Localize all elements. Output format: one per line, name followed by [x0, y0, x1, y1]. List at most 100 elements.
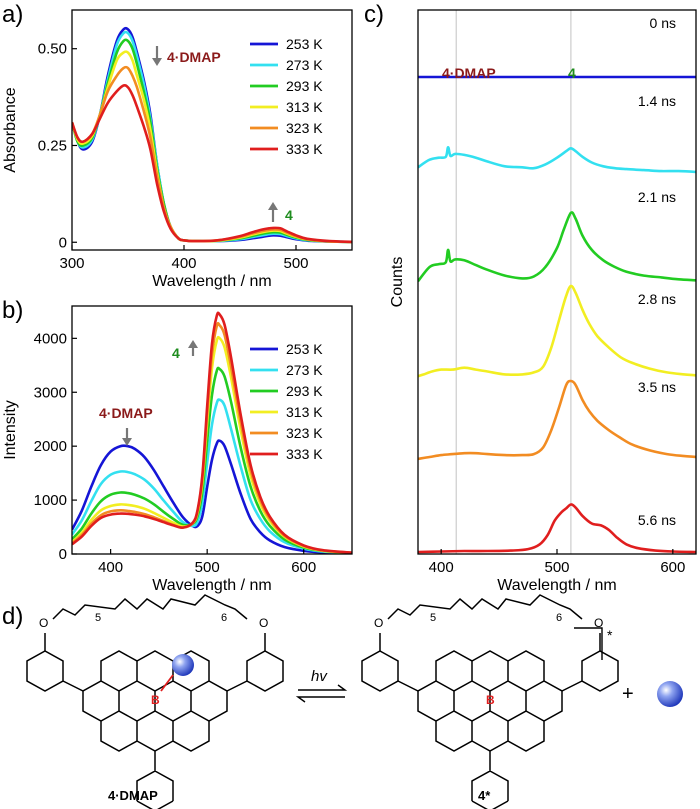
absorbance-chart: 300 400 500 0 0.25 0.50 Wavelength / nm Absorba…	[2, 9, 353, 290]
label-dmap-a: 4·DMAP	[167, 49, 221, 65]
panel-letter-d: d)	[2, 603, 23, 630]
label-dmap-b: 4·DMAP	[99, 405, 153, 421]
x-axis-label: Wavelength / nm	[152, 577, 271, 594]
free-dmap-ball	[657, 681, 683, 707]
x-tick-label: 600	[660, 559, 685, 576]
annotation-b: 4·DMAP 4	[99, 340, 198, 446]
panel-letter-b: b)	[2, 297, 23, 324]
annotation-a: 4·DMAP 4	[152, 46, 293, 223]
y-axis-label: Intensity	[2, 400, 19, 460]
y-tick-label: 0.25	[38, 137, 67, 154]
panel-letter-a: a)	[2, 1, 23, 28]
legend-label: 313 K	[286, 99, 323, 115]
x-axis-label: Wavelength / nm	[152, 273, 271, 290]
y-axis-label: Absorbance	[2, 87, 19, 172]
plus-sign: +	[622, 683, 634, 705]
reaction-scheme: O O 5 6 B 4·DMAP hv O O 5 6 B * 4* +	[26, 594, 683, 809]
trace-28ns	[418, 284, 696, 378]
trace-label: 0 ns	[650, 15, 676, 31]
dmap-ball-left	[172, 654, 194, 676]
arrow-down-b-head	[122, 438, 132, 446]
oxygen-right-2: O	[594, 616, 603, 630]
legend-label: 273 K	[286, 362, 323, 378]
trace-14ns	[418, 145, 696, 174]
trace-label: 5.6 ns	[638, 512, 676, 528]
x-tick-label: 300	[59, 255, 84, 272]
subscript-5-right: 5	[430, 612, 436, 624]
plot-frame	[71, 305, 353, 555]
x-tick-label: 400	[171, 255, 196, 272]
legend-label: 253 K	[286, 36, 323, 52]
legend-label: 323 K	[286, 425, 323, 441]
label-four-a: 4	[285, 207, 293, 223]
emission-chart: 400 500 600 0 1000 2000 3000 4000 Wavelength / n…	[2, 305, 353, 594]
subscript-6-right: 6	[556, 612, 562, 624]
hv-label: hv	[311, 668, 328, 685]
oxygen-left-1: O	[39, 616, 48, 630]
label-four-b: 4	[172, 345, 180, 361]
legend-label: 333 K	[286, 446, 323, 462]
time-resolved-chart: 0 ns 1.4 ns 2.1 ns 2.8 ns 3.5 ns 5.6 ns 400 500…	[389, 9, 697, 594]
series-group	[72, 26, 352, 244]
boron-right: B	[486, 693, 495, 707]
x-tick-label: 400	[98, 559, 123, 576]
y-tick-label: 3000	[34, 384, 67, 401]
annotation-c: 4·DMAP 4	[442, 65, 576, 81]
oxygen-left-2: O	[259, 616, 268, 630]
series-line-273K	[72, 398, 352, 554]
oxygen-right-1: O	[374, 616, 383, 630]
trace-21ns	[418, 211, 696, 283]
series-group	[72, 311, 352, 554]
series-line-253K	[72, 439, 352, 554]
label-dmap-c: 4·DMAP	[442, 65, 496, 81]
trace-label: 1.4 ns	[638, 93, 676, 109]
molecule-dmap-complex: O O 5 6 B	[26, 594, 284, 809]
legend-label: 293 K	[286, 78, 323, 94]
x-tick-label: 500	[283, 255, 308, 272]
boron-left: B	[151, 693, 160, 707]
trace-label: 3.5 ns	[638, 379, 676, 395]
y-tick-label: 0.50	[38, 41, 67, 58]
y-tick-label: 0	[59, 234, 67, 251]
equilibrium-arrows	[295, 684, 348, 703]
x-tick-label: 400	[429, 559, 454, 576]
y-axis-label: Counts	[389, 257, 406, 308]
x-axis-label: Wavelength / nm	[497, 577, 616, 594]
label-right-molecule: 4*	[478, 788, 491, 803]
series-group	[418, 75, 696, 554]
trace-35ns	[418, 379, 696, 461]
x-tick-label: 500	[544, 559, 569, 576]
excited-star: *	[607, 627, 613, 643]
arrow-up-b-head	[188, 340, 198, 348]
series-line-333K	[72, 311, 352, 554]
panel-letter-c: c)	[364, 1, 384, 28]
plot-frame	[417, 9, 697, 555]
subscript-6-left: 6	[221, 612, 227, 624]
legend-label: 253 K	[286, 341, 323, 357]
legend-label: 333 K	[286, 141, 323, 157]
y-tick-label: 4000	[34, 330, 67, 347]
legend-label: 313 K	[286, 404, 323, 420]
label-left-molecule: 4·DMAP	[108, 788, 158, 803]
plot-frame	[71, 9, 353, 251]
x-tick-label: 500	[195, 559, 220, 576]
legend-label: 323 K	[286, 120, 323, 136]
arrow-down-a-head	[152, 58, 162, 66]
trace-label: 2.1 ns	[638, 189, 676, 205]
trace-56ns	[418, 503, 696, 554]
legend-label: 273 K	[286, 57, 323, 73]
subscript-5-left: 5	[95, 612, 101, 624]
excited-bracket	[574, 627, 603, 660]
x-tick-label: 600	[291, 559, 316, 576]
legend-label: 293 K	[286, 383, 323, 399]
coordination-arrow	[160, 674, 174, 692]
trace-label: 2.8 ns	[638, 291, 676, 307]
y-tick-label: 1000	[34, 492, 67, 509]
label-four-c: 4	[568, 65, 576, 81]
arrow-up-a-head	[268, 202, 278, 210]
y-tick-label: 2000	[34, 438, 67, 455]
molecule-excited: O O 5 6 B	[361, 594, 619, 809]
y-tick-label: 0	[59, 546, 67, 563]
series-line-333K	[72, 83, 352, 244]
